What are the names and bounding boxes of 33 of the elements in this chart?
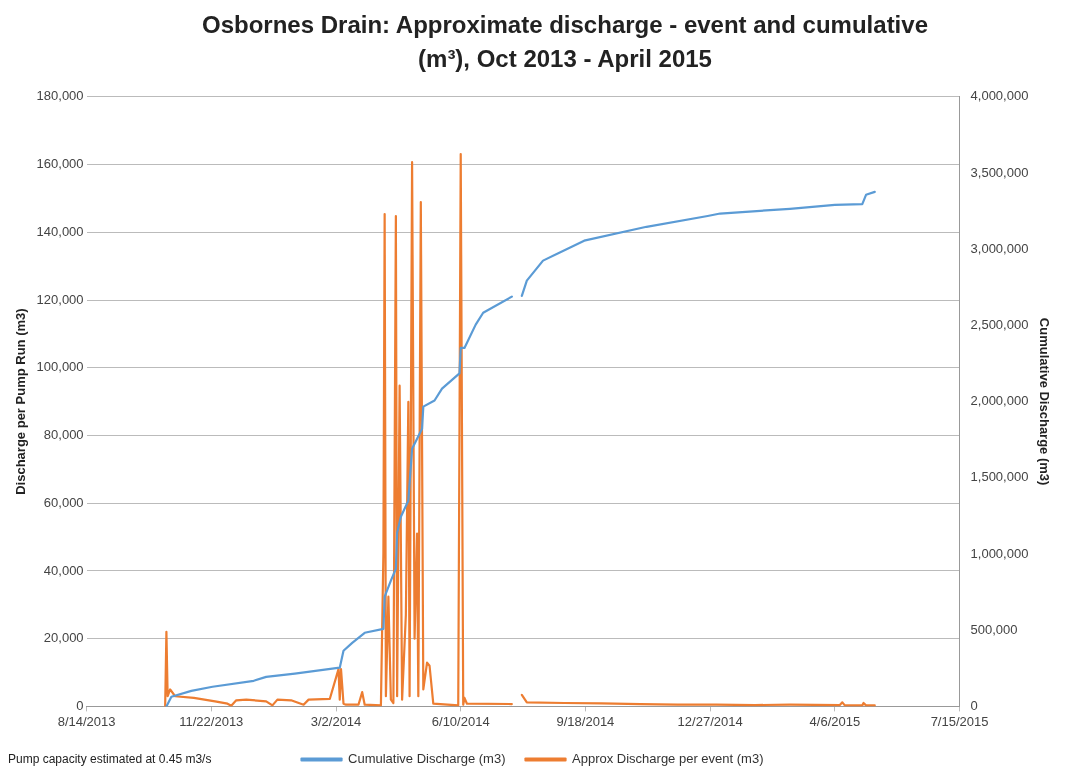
- x-tick-label: 7/15/2015: [930, 713, 989, 729]
- y-tick-label: 80,000: [43, 427, 84, 443]
- y-tick-label: 120,000: [36, 291, 84, 307]
- y-tick-label: 100,000: [36, 359, 84, 375]
- y2-axis-title: Cumulative Discharge (m3): [1036, 317, 1052, 486]
- y2-tick-label: 2,500,000: [970, 316, 1029, 332]
- y2-tick-label: 500,000: [970, 621, 1018, 637]
- x-tick-label: 6/10/2014: [431, 713, 490, 729]
- y2-tick-label: 4,000,000: [970, 88, 1029, 104]
- chart-title: Osbornes Drain: Approximate discharge - event and cumulative (m³), Oct 2013 - April 2015: [201, 10, 929, 74]
- y2-tick-label: 1,500,000: [970, 469, 1029, 485]
- x-tick-label: 3/2/2014: [310, 713, 362, 729]
- legend-label: Cumulative Discharge (m3): [348, 751, 506, 767]
- y2-tick-label: 0: [970, 697, 978, 713]
- x-tick-label: 11/22/2013: [179, 713, 244, 729]
- text: Pump capacity estimated at 0.45 m3/s: [8, 752, 212, 766]
- y-axis-title: Discharge per Pump Run (m3): [13, 308, 29, 495]
- y2-tick-label: 1,000,000: [970, 545, 1029, 561]
- x-tick-label: 4/6/2015: [809, 713, 861, 729]
- x-tick-label: 8/14/2013: [57, 713, 116, 729]
- y-tick-label: 180,000: [36, 88, 84, 104]
- x-tick-label: 9/18/2014: [556, 713, 615, 729]
- y-tick-label: 140,000: [36, 223, 84, 239]
- x-tick-label: 12/27/2014: [677, 713, 743, 729]
- legend-label: Approx Discharge per event (m3): [572, 751, 764, 767]
- y-tick-label: 0: [76, 697, 84, 713]
- y2-tick-label: 3,000,000: [970, 240, 1029, 256]
- y-tick-label: 20,000: [43, 630, 84, 646]
- y-tick-label: 160,000: [36, 156, 84, 172]
- y2-tick-label: 2,000,000: [970, 393, 1029, 409]
- y-tick-label: 60,000: [43, 494, 84, 510]
- y-tick-label: 40,000: [43, 562, 84, 578]
- y2-tick-label: 3,500,000: [970, 164, 1029, 180]
